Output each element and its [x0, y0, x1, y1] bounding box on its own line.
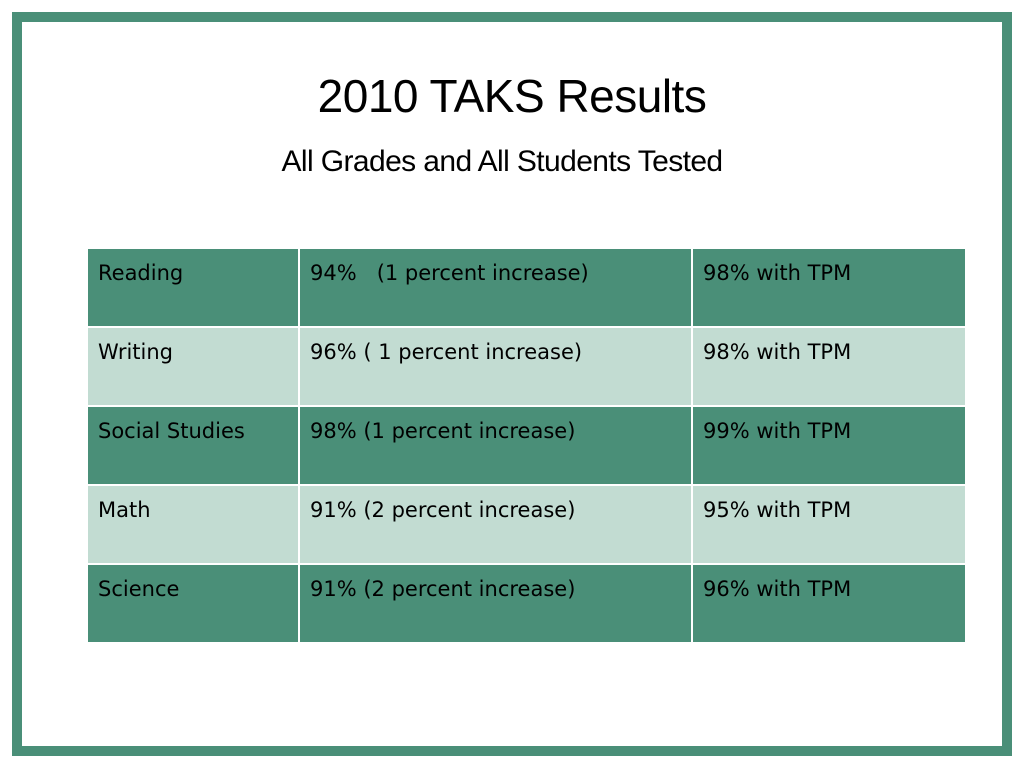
subject-cell: Math	[86, 484, 300, 565]
subject-cell: Writing	[86, 326, 300, 407]
slide-subtitle: All Grades and All Students Tested	[281, 145, 724, 178]
slide-title: 2010 TAKS Results	[317, 70, 707, 122]
score-cell: 98% (1 percent increase)	[298, 405, 693, 486]
score-cell: 91% (2 percent increase)	[298, 563, 693, 644]
subject-cell: Science	[86, 563, 300, 644]
table-row: Social Studies 98% (1 percent increase) …	[86, 405, 967, 486]
tpm-cell: 99% with TPM	[691, 405, 967, 486]
subject-cell: Social Studies	[86, 405, 300, 486]
tpm-cell: 98% with TPM	[691, 326, 967, 407]
score-cell: 96% ( 1 percent increase)	[298, 326, 693, 407]
table-row: Math 91% (2 percent increase) 95% with T…	[86, 484, 967, 565]
tpm-cell: 98% with TPM	[691, 247, 967, 328]
score-cell: 91% (2 percent increase)	[298, 484, 693, 565]
subject-cell: Reading	[86, 247, 300, 328]
score-cell: 94% (1 percent increase)	[298, 247, 693, 328]
table-row: Reading 94% (1 percent increase) 98% wit…	[86, 247, 967, 328]
tpm-cell: 95% with TPM	[691, 484, 967, 565]
table-row: Writing 96% ( 1 percent increase) 98% wi…	[86, 326, 967, 407]
tpm-cell: 96% with TPM	[691, 563, 967, 644]
results-table: Reading 94% (1 percent increase) 98% wit…	[86, 247, 967, 644]
table-row: Science 91% (2 percent increase) 96% wit…	[86, 563, 967, 644]
